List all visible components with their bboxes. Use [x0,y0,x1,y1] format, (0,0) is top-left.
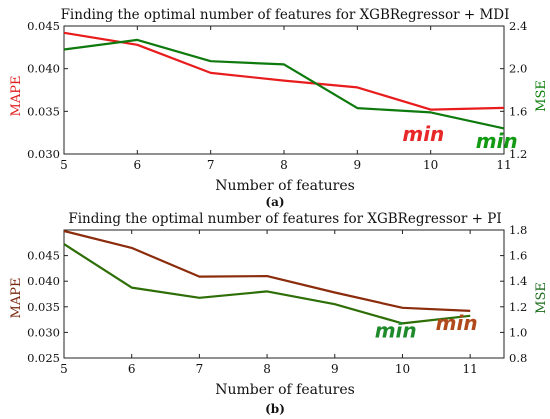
chart-b-xtick-label: 6 [128,362,136,376]
chart-a-xtick-label: 8 [280,158,288,172]
chart-b-xtick-label: 10 [395,362,410,376]
chart-a-xtick-label: 5 [60,158,68,172]
chart-b-ytick-left-label: 0.025 [27,351,60,365]
chart-b-ytick-right-label: 1.0 [509,325,527,339]
chart-a-xtick-label: 7 [207,158,215,172]
chart-a-xtick-label: 10 [423,158,438,172]
chart-b-ytick-right-label: 1.6 [509,249,527,263]
chart-b-ytick-left-label: 0.030 [27,325,60,339]
chart-b-xtick-label: 7 [196,362,204,376]
chart-b-ylabel-right: MSE [534,282,549,314]
chart-b-panel-label: (b) [265,402,285,416]
chart-b-series-mse-line [63,243,471,325]
chart-a-ytick-right-label: 1.6 [509,104,527,118]
chart-b-ytick-left-label: 0.040 [27,274,60,288]
chart-a-ytick-left-label: 0.040 [27,62,60,76]
chart-b-ytick-right-label: 1.8 [509,223,527,237]
chart-b-title: Finding the optimal number of features f… [68,211,501,227]
chart-a-xlabel: Number of features [215,178,355,194]
chart-b-ytick-left-label: 0.035 [27,300,60,314]
chart-b-ytick-right-label: 0.8 [509,351,527,365]
chart-a-ytick-right-label: 2.4 [509,19,527,33]
chart-a-ytick-left-label: 0.030 [27,147,60,161]
chart-b-xlabel: Number of features [215,382,355,398]
chart-a-ylabel-left: MAPE [9,76,24,117]
chart-b-xtick-label: 8 [263,362,271,376]
chart-a-panel-label: (a) [265,195,284,209]
chart-b-xtick-label: 9 [331,362,339,376]
chart-b-xtick-label: 5 [60,362,68,376]
chart-a-ytick-right-label: 1.2 [509,147,527,161]
chart-b-ytick-right-label: 1.2 [509,300,527,314]
chart-b-annotation-min: min [436,311,478,335]
chart-a-xtick-label: 6 [134,158,142,172]
chart-a-annotation-min: min [402,122,444,146]
chart-a-series-mse-line [63,38,505,130]
chart-a-ytick-left-label: 0.035 [27,104,60,118]
chart-b-ylabel-left: MAPE [9,278,24,319]
chart-a-plot: 5 6 7 8 9 10 11 0.030 0.035 0.040 0.045 1.2 1.6 2.0 2.… [27,19,527,172]
chart-b-plot: 5 6 7 8 9 10 11 0.025 0.030 0.035 0.040 0.045 0.8 1.0… [27,223,527,376]
chart-a-xtick-label: 11 [496,158,511,172]
chart-a-ytick-right-label: 2.0 [509,62,527,76]
chart-b-frame [63,229,505,359]
chart-b-ytick-left-label: 0.045 [27,249,60,263]
chart-a-ylabel-right: MSE [534,80,549,112]
chart-b-ytick-right-label: 1.4 [509,274,527,288]
chart-b-annotation-min: min [375,319,417,343]
chart-a-title: Finding the optimal number of features f… [61,7,510,23]
chart-a-xtick-label: 9 [354,158,362,172]
chart-b-xtick-label: 11 [463,362,478,376]
chart-b-series-mape-line [63,229,471,312]
chart-a-annotation-min: min [476,129,518,153]
chart-a-series-mape-line [63,31,505,111]
chart-a-ytick-left-label: 0.045 [27,19,60,33]
